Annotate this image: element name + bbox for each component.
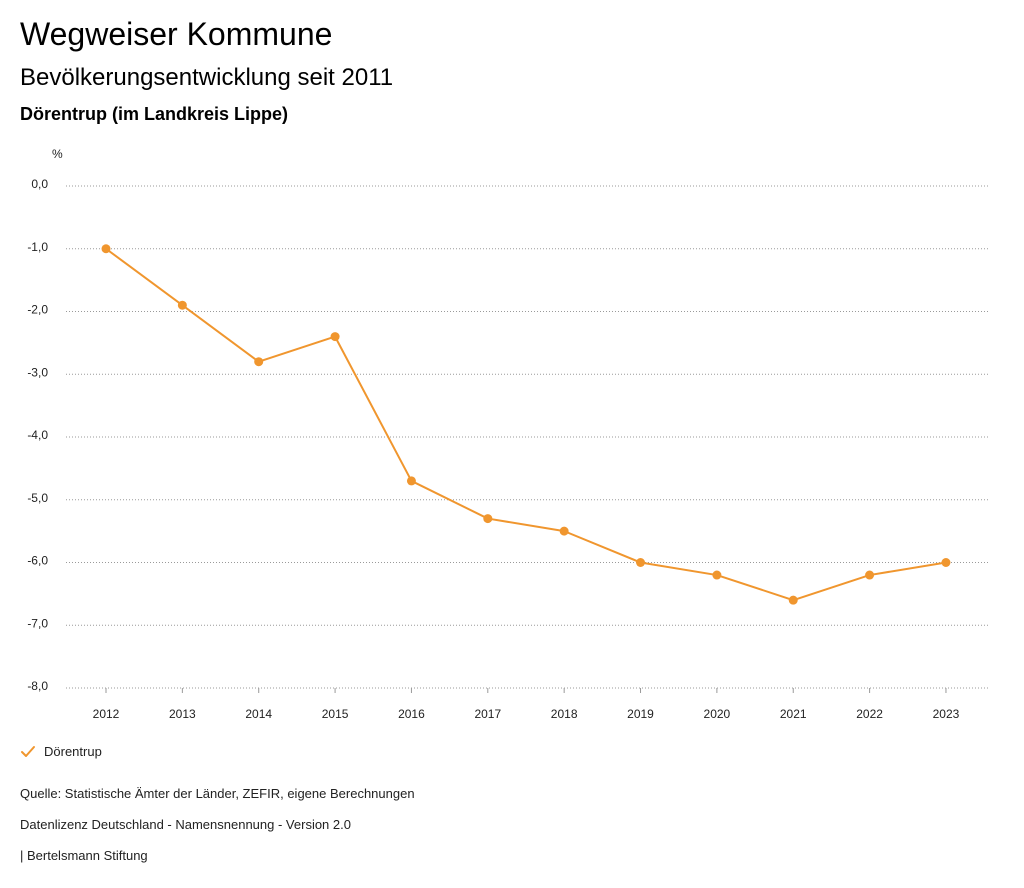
data-point[interactable]	[330, 332, 340, 342]
chart-title: Wegweiser Kommune	[20, 16, 333, 52]
data-point[interactable]	[788, 595, 798, 605]
data-point[interactable]	[712, 570, 722, 580]
x-tick-label: 2017	[474, 707, 501, 721]
y-tick-label: -2,0	[27, 303, 48, 317]
series-line	[105, 247, 947, 602]
y-axis-label: %	[52, 147, 63, 161]
checkmark-icon	[21, 745, 35, 757]
x-tick-label: 2012	[93, 707, 120, 721]
legend-item-dorentrup[interactable]: Dörentrup	[20, 744, 102, 759]
y-tick-label: -5,0	[27, 491, 48, 505]
legend-label: Dörentrup	[44, 744, 102, 759]
x-tick-label: 2014	[245, 707, 272, 721]
x-tick-label: 2013	[169, 707, 196, 721]
x-tick-label: 2022	[856, 707, 883, 721]
data-point[interactable]	[483, 514, 493, 524]
x-tick-label: 2019	[627, 707, 654, 721]
y-tick-label: -3,0	[27, 365, 48, 379]
chart-subtitle: Bevölkerungsentwicklung seit 2011	[20, 64, 394, 91]
y-tick-label: -8,0	[27, 679, 48, 693]
y-tick-label: -4,0	[27, 428, 48, 442]
y-tick-label: -7,0	[27, 616, 48, 630]
data-point[interactable]	[406, 476, 416, 486]
x-tick-label: 2021	[780, 707, 807, 721]
x-tick-label: 2016	[398, 707, 425, 721]
line-chart: % 0,0 -1,0 -2,0 -3,0 -4,0 -5,0 -6,0 -7,0 -8,0 20…	[27, 147, 990, 721]
data-point[interactable]	[865, 570, 875, 580]
y-tick-label: -6,0	[27, 554, 48, 568]
data-point[interactable]	[941, 558, 951, 567]
x-tick-label: 2018	[551, 707, 578, 721]
data-point[interactable]	[101, 244, 111, 254]
y-tick-label: 0,0	[31, 177, 48, 191]
data-point[interactable]	[177, 300, 187, 310]
publisher-text: | Bertelsmann Stiftung	[20, 848, 148, 863]
source-text: Quelle: Statistische Ämter der Länder, Z…	[20, 786, 415, 801]
license-text: Datenlizenz Deutschland - Namensnennung …	[20, 817, 351, 832]
x-tick-label: 2020	[704, 707, 731, 721]
y-tick-label: -1,0	[27, 240, 48, 254]
region-label: Dörentrup (im Landkreis Lippe)	[20, 104, 289, 124]
x-tick-label: 2015	[322, 707, 349, 721]
data-point[interactable]	[636, 558, 646, 567]
data-point[interactable]	[559, 526, 569, 536]
x-tick-label: 2023	[933, 707, 960, 721]
data-point[interactable]	[254, 357, 264, 367]
